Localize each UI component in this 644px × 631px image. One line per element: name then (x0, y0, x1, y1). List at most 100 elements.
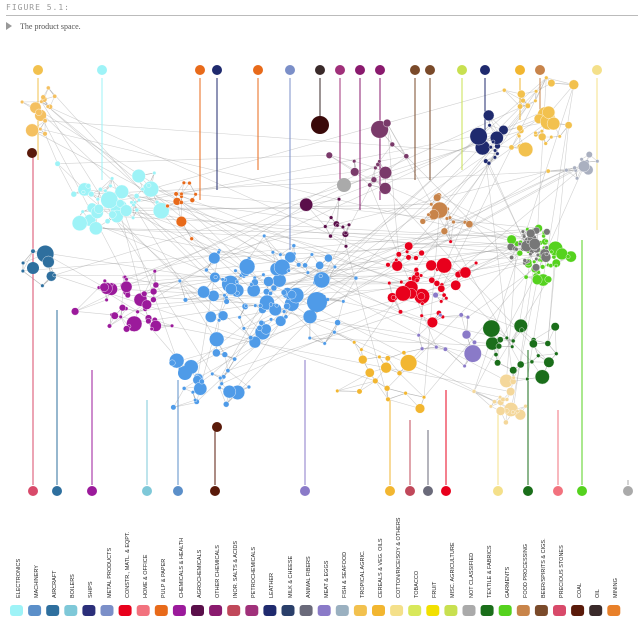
product-node (110, 176, 115, 181)
legend-label: TEXTILE & FABRICS (486, 545, 493, 598)
edge (105, 178, 113, 191)
anchor-icon (82, 605, 96, 616)
product-node (123, 325, 131, 333)
product-node (491, 139, 496, 144)
product-node (545, 168, 551, 174)
product-node (509, 255, 514, 260)
product-node (179, 191, 184, 196)
product-node (504, 335, 509, 340)
product-node (543, 141, 548, 146)
edge (379, 144, 393, 162)
category-icon (457, 65, 467, 75)
edge (446, 218, 451, 242)
product-node (258, 319, 265, 326)
product-node (100, 191, 119, 209)
product-node (511, 338, 516, 344)
product-node (413, 267, 419, 273)
product-node (420, 346, 425, 351)
product-node (387, 281, 392, 286)
edge (387, 387, 406, 394)
product-node (384, 385, 391, 392)
product-node (239, 258, 256, 275)
edge (538, 353, 557, 356)
category-icon (535, 65, 545, 75)
product-node (525, 377, 530, 382)
product-node (492, 399, 497, 405)
product-node (437, 284, 446, 293)
edge (116, 216, 220, 321)
product-node (426, 316, 438, 328)
product-node (413, 255, 419, 261)
product-node (564, 168, 569, 173)
product-node (506, 234, 517, 245)
edge (214, 241, 534, 259)
edge (345, 232, 527, 247)
legend-label: ANIMAL FIBERS (305, 556, 312, 598)
edge (442, 314, 462, 318)
product-node (554, 351, 559, 356)
edge (153, 266, 335, 301)
legend-label: MINING (613, 578, 620, 598)
edge (31, 130, 507, 382)
category-icon (210, 486, 220, 496)
edge (527, 84, 575, 380)
edge (418, 335, 423, 349)
edge (473, 391, 495, 402)
edge (422, 346, 437, 349)
product-node (189, 197, 195, 203)
edge (92, 207, 448, 210)
product-node (557, 134, 562, 139)
product-node (114, 184, 129, 199)
product-node (253, 303, 258, 308)
edge (438, 195, 531, 244)
product-node (344, 244, 349, 249)
edge (473, 391, 501, 398)
product-node (193, 192, 198, 197)
product-node (420, 301, 425, 306)
product-node (503, 419, 509, 426)
edge (22, 250, 34, 264)
product-node (135, 309, 140, 314)
product-node (462, 364, 467, 369)
product-node (433, 193, 442, 202)
product-node (244, 303, 249, 308)
product-node (510, 410, 515, 415)
product-node (471, 389, 477, 394)
edge (435, 243, 518, 296)
expand-caption-icon[interactable] (6, 22, 12, 30)
edge (227, 370, 250, 388)
legend-label: LEATHER (269, 573, 276, 598)
edge (387, 392, 406, 400)
edge (392, 144, 407, 157)
product-node (212, 422, 222, 432)
product-node (262, 233, 267, 238)
product-node (540, 264, 546, 270)
edge (405, 392, 425, 398)
hide-icon (263, 605, 277, 616)
bottle-icon (191, 605, 204, 616)
product-node (35, 108, 43, 116)
product-node (534, 369, 550, 385)
product-node (323, 224, 328, 229)
edge (22, 250, 34, 264)
category-icon (480, 65, 490, 75)
edge (263, 235, 274, 253)
edge (361, 349, 380, 358)
product-node (398, 309, 403, 315)
product-node (442, 346, 448, 352)
product-node (469, 127, 488, 146)
product-node (564, 121, 573, 129)
product-node (165, 203, 170, 209)
legend-label: CEREALS & VEG. OILS (378, 538, 384, 598)
edge (40, 115, 127, 280)
edge (334, 331, 355, 343)
product-node (585, 151, 593, 159)
product-node (538, 132, 547, 142)
legend-label: MISC. AGRICULTURE (450, 542, 457, 598)
divider (6, 15, 638, 16)
product-node (237, 315, 242, 320)
product-node (508, 144, 515, 151)
edge (527, 91, 537, 105)
product-node (511, 375, 516, 380)
legend-label: AIRCRAFT (52, 570, 59, 599)
